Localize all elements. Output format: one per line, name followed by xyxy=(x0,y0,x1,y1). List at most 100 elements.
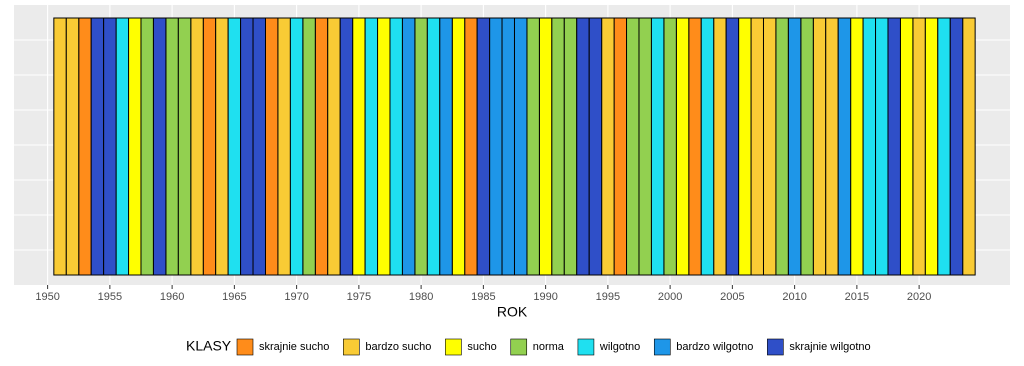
tile xyxy=(327,17,341,276)
tile xyxy=(526,17,540,276)
tile xyxy=(78,17,92,276)
tile xyxy=(364,17,379,276)
tile xyxy=(476,17,491,276)
tile xyxy=(812,17,827,276)
tile xyxy=(314,17,329,276)
legend-label: bardzo wilgotno xyxy=(676,341,753,353)
tile xyxy=(426,17,441,276)
tile xyxy=(240,17,254,276)
tile xyxy=(663,17,677,276)
tile xyxy=(513,17,528,276)
tile xyxy=(626,17,640,276)
tile xyxy=(489,17,503,276)
tile xyxy=(65,17,80,276)
tile xyxy=(862,17,877,276)
tile xyxy=(103,17,117,276)
x-tick-label: 1980 xyxy=(409,291,433,303)
legend-label: skrajnie wilgotno xyxy=(789,341,870,353)
tile xyxy=(501,17,515,276)
tile xyxy=(551,17,565,276)
legend-key xyxy=(653,338,671,356)
tile xyxy=(128,17,142,276)
x-tick-label: 2020 xyxy=(907,291,931,303)
x-tick-label: 1995 xyxy=(596,291,620,303)
tile xyxy=(825,17,839,276)
x-tick-label: 1960 xyxy=(160,291,184,303)
x-tick-label: 1955 xyxy=(98,291,122,303)
tile xyxy=(140,17,154,276)
tile xyxy=(53,17,67,276)
tile xyxy=(713,17,727,276)
tile xyxy=(850,17,864,276)
legend-key xyxy=(510,338,528,356)
x-tick-label: 1970 xyxy=(284,291,308,303)
x-tick-label: 2000 xyxy=(658,291,682,303)
tile xyxy=(775,17,789,276)
x-tick-label: 1950 xyxy=(35,291,59,303)
tile xyxy=(202,17,217,276)
tile xyxy=(613,17,628,276)
tile xyxy=(414,17,428,276)
tile xyxy=(937,17,951,276)
tile xyxy=(289,17,304,276)
legend-key xyxy=(343,338,360,356)
tile xyxy=(588,17,603,276)
legend-label: skrajnie sucho xyxy=(259,341,329,353)
x-axis-title: ROK xyxy=(497,304,528,320)
x-tick-label: 1965 xyxy=(222,291,246,303)
tile xyxy=(252,17,266,276)
tile xyxy=(339,17,354,276)
tile xyxy=(700,17,715,276)
tile xyxy=(377,17,391,276)
legend-label: wilgotno xyxy=(599,341,640,353)
tile xyxy=(949,17,964,276)
tile xyxy=(90,17,105,276)
tile xyxy=(576,17,590,276)
tile xyxy=(837,17,852,276)
tile xyxy=(389,17,403,276)
tile xyxy=(264,17,279,276)
tile xyxy=(115,17,130,276)
legend-label: norma xyxy=(533,341,565,353)
tile xyxy=(190,17,204,276)
x-tick-label: 1990 xyxy=(533,291,557,303)
tile xyxy=(738,17,752,276)
tile xyxy=(401,17,416,276)
tile xyxy=(277,17,291,276)
tile xyxy=(451,17,466,276)
legend-key xyxy=(445,338,462,356)
tile xyxy=(152,17,167,276)
tile xyxy=(787,17,802,276)
tile xyxy=(439,17,453,276)
x-tick-label: 1975 xyxy=(347,291,371,303)
legend-key xyxy=(236,338,254,356)
tile xyxy=(887,17,901,276)
tile xyxy=(215,17,229,276)
legend-label: bardzo sucho xyxy=(365,341,431,353)
tile xyxy=(675,17,690,276)
legend-label: sucho xyxy=(467,341,496,353)
tile xyxy=(912,17,926,276)
tile xyxy=(464,17,478,276)
tile xyxy=(750,17,764,276)
legend-key xyxy=(767,338,784,356)
x-tick-label: 2015 xyxy=(845,291,869,303)
tile xyxy=(725,17,740,276)
tile xyxy=(899,17,914,276)
tile xyxy=(302,17,316,276)
tile xyxy=(800,17,814,276)
tile xyxy=(962,17,976,276)
tile xyxy=(352,17,366,276)
tile xyxy=(177,17,192,276)
tile xyxy=(688,17,702,276)
x-tick-label: 2010 xyxy=(782,291,806,303)
tile xyxy=(924,17,939,276)
tile xyxy=(227,17,242,276)
legend-key xyxy=(577,338,595,356)
x-tick-label: 1985 xyxy=(471,291,495,303)
legend-title: KLASY xyxy=(186,338,232,354)
tile xyxy=(538,17,553,276)
x-tick-label: 2005 xyxy=(720,291,744,303)
tile xyxy=(563,17,578,276)
